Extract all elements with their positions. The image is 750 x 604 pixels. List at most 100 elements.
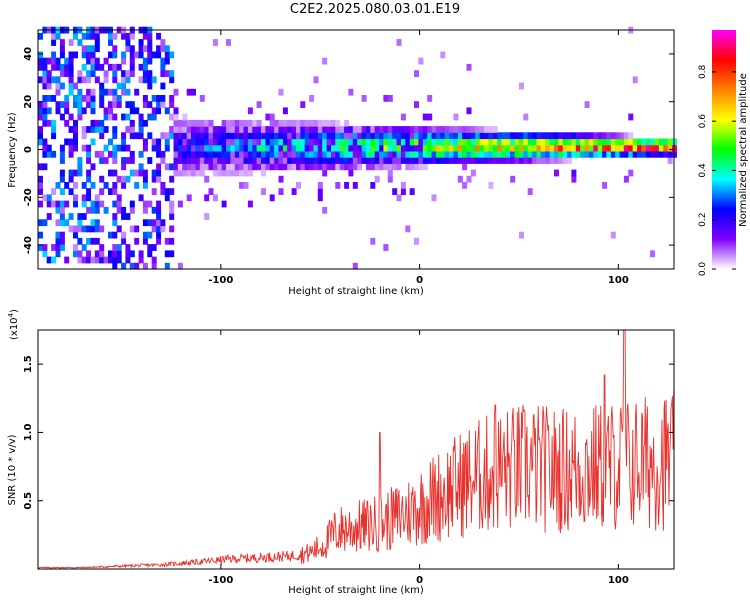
heat-cell [182, 169, 188, 177]
heat-cell [204, 126, 210, 133]
heat-cell [392, 144, 398, 152]
heat-cell [125, 175, 131, 183]
heat-cell [414, 70, 419, 77]
heat-cell [462, 132, 468, 140]
heat-cell [282, 163, 288, 171]
heat-cell [94, 32, 100, 40]
heat-cell [422, 126, 428, 133]
heat-cell [38, 182, 43, 189]
heat-cell [335, 157, 341, 164]
heat-cell [554, 132, 559, 140]
heat-cell [38, 57, 43, 65]
heat-cell [606, 150, 612, 158]
heat-cell [38, 32, 43, 40]
heat-cell [322, 206, 328, 214]
heat-cell [309, 119, 315, 127]
heat-cell [38, 188, 43, 195]
heat-cell [593, 150, 599, 158]
heat-cell [147, 39, 153, 46]
heat-cell [68, 144, 74, 152]
heat-cell [304, 157, 310, 164]
heat-cell [112, 169, 118, 177]
heat-cell [226, 169, 231, 177]
heat-cell [431, 194, 437, 202]
heat-cell [169, 200, 175, 208]
heat-cell [243, 157, 249, 164]
heat-cell [261, 126, 266, 133]
heat-cell [81, 200, 87, 208]
heat-cell [309, 126, 315, 133]
heat-cell [173, 169, 179, 177]
heat-cell [86, 76, 92, 84]
heat-cell [256, 132, 262, 140]
heat-cell [59, 231, 65, 239]
heat-cell [304, 150, 310, 158]
heat-cell [650, 138, 656, 146]
heat-cell [540, 132, 546, 140]
heat-cell [379, 150, 385, 158]
heat-cell [116, 200, 122, 208]
heat-cell [59, 188, 65, 195]
heat-cell [348, 88, 354, 96]
heat-cell [68, 88, 74, 96]
heat-cell [129, 119, 135, 127]
heat-cell [94, 225, 100, 233]
heat-cell [523, 113, 529, 121]
heat-cell [440, 157, 446, 164]
heat-cell [129, 45, 135, 53]
heat-cell [68, 150, 74, 158]
heat-cell [326, 119, 332, 127]
heat-cell [466, 63, 472, 71]
heat-cell [129, 262, 135, 270]
heat-cell [103, 182, 109, 189]
heat-cell [256, 157, 262, 164]
heat-cell [99, 95, 105, 102]
heat-cell [160, 82, 166, 90]
heat-cell [658, 138, 664, 146]
heat-cell [121, 231, 127, 239]
colorbar-label: Normalized spectral amplitude [738, 73, 749, 227]
heat-cell [383, 150, 389, 158]
heat-cell [77, 76, 83, 84]
heat-cell [55, 206, 61, 214]
heat-cell [484, 150, 489, 158]
heat-cell [383, 95, 389, 102]
snr-y-label: SNR (10 * v/v) [7, 434, 18, 505]
heat-cell [427, 95, 433, 102]
heat-cell [510, 150, 516, 158]
heat-cell [383, 132, 389, 140]
heat-cell [645, 144, 651, 152]
heat-cell [282, 107, 288, 115]
heat-cell [142, 169, 148, 177]
heat-cell [331, 157, 336, 164]
heat-cell [422, 157, 428, 164]
heat-cell [645, 138, 651, 146]
heat-cell [90, 63, 96, 71]
heat-cell [593, 138, 599, 146]
heat-cell [269, 194, 275, 202]
heat-cell [519, 231, 524, 239]
heat-cell [59, 213, 65, 220]
heat-cell [90, 225, 96, 233]
heat-cell [291, 163, 297, 171]
heat-cell [261, 188, 266, 195]
heat-cell [379, 138, 385, 146]
heat-cell [291, 188, 297, 195]
heat-cell [86, 188, 92, 195]
heat-cell [247, 132, 253, 140]
heat-cell [226, 157, 231, 164]
heat-cell [199, 150, 205, 158]
heat-cell [370, 126, 376, 133]
heat-cell [64, 57, 70, 65]
heat-cell [400, 144, 406, 152]
heat-cell [99, 126, 105, 133]
heat-cell [409, 157, 415, 164]
heat-cell [86, 45, 92, 53]
heat-cell [230, 119, 236, 127]
heat-cell [68, 76, 74, 84]
heat-cell [81, 45, 87, 53]
heat-cell [523, 144, 529, 152]
heat-cell [317, 144, 323, 152]
